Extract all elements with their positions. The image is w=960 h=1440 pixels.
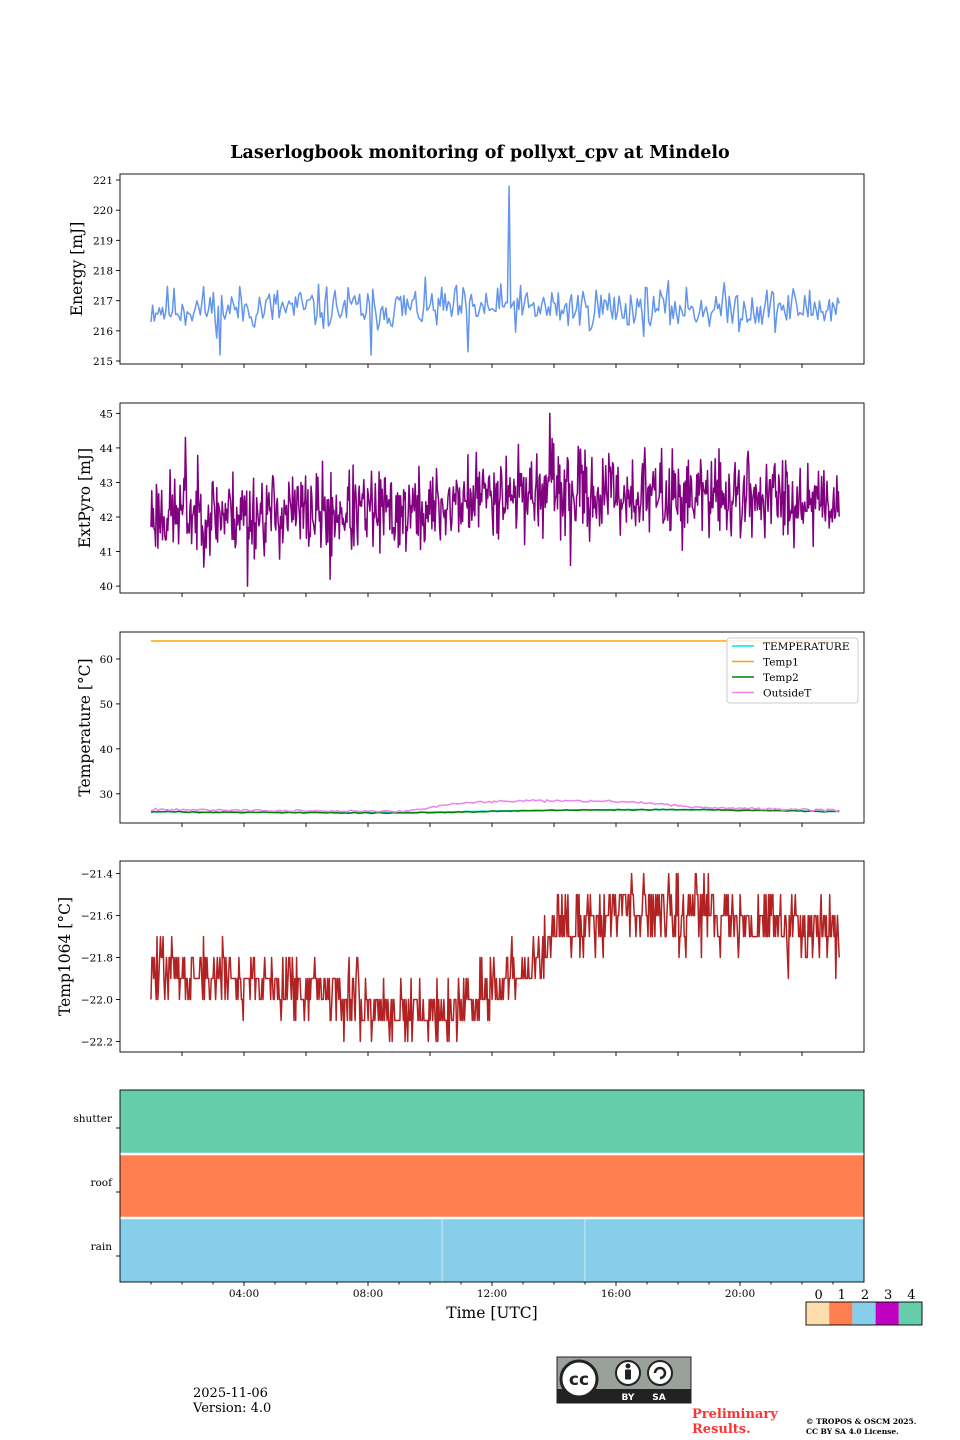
x-axis-label: Time [UTC]: [446, 1304, 537, 1322]
series-line-temp2: [150, 808, 840, 815]
y-tick-label: −22.2: [81, 1037, 113, 1049]
y-tick-label: 217: [93, 296, 113, 308]
legend-label-outsidet: OutsideT: [763, 688, 811, 700]
y-tick-label: 219: [93, 235, 113, 247]
panel-temperature: 30 40 50 60 Temperature [°C] TEMPERATURE Temp1…: [76, 631, 865, 827]
cc-license-badge: cc BY SA: [556, 1356, 692, 1404]
y-tick-label: 215: [93, 356, 113, 368]
svg-text:cc: cc: [569, 1370, 589, 1390]
colorbar-swatch-1: [829, 1302, 853, 1325]
plot-frame: [119, 860, 865, 1053]
x-tick-label: 04:00: [229, 1288, 259, 1300]
colorbar-label-2: 2: [861, 1288, 869, 1303]
y-tick-label: 40: [100, 581, 113, 593]
legend-label-temperature: TEMPERATURE: [763, 641, 850, 653]
colorbar-label-0: 0: [814, 1288, 822, 1303]
cc-by-label: BY: [622, 1393, 635, 1403]
y-tick-label: 45: [100, 408, 113, 420]
y-tick-label: 221: [93, 175, 113, 187]
x-tick-label: 16:00: [601, 1288, 631, 1300]
share-alike-icon: [647, 1360, 673, 1386]
status-row-label-roof: roof: [90, 1177, 113, 1189]
y-tick-label: 60: [100, 654, 113, 666]
y-tick-label: −21.6: [81, 911, 113, 923]
y-tick-label: 41: [100, 547, 113, 559]
copyright-line-2: CC BY SA 4.0 License.: [806, 1427, 899, 1436]
footer-version: Version: 4.0: [192, 1401, 271, 1416]
y-axis-label: ExtPyro [mJ]: [76, 448, 94, 548]
y-tick-label: −21.8: [81, 953, 113, 965]
legend-box: [726, 637, 859, 704]
colorbar-frame: [805, 1301, 923, 1326]
colorbar-swatch-3: [875, 1302, 899, 1325]
y-tick-label: −21.4: [81, 869, 113, 881]
legend-label-temp1: Temp1: [763, 657, 799, 669]
x-tick-label: 12:00: [477, 1288, 507, 1300]
series-line-extpyro: [150, 412, 840, 587]
colorbar-label-1: 1: [838, 1288, 846, 1303]
y-axis-label: Energy [mJ]: [68, 222, 86, 317]
legend-label-temp2: Temp2: [763, 672, 799, 684]
colorbar-label-4: 4: [907, 1288, 915, 1303]
preliminary-line-2: Results.: [692, 1422, 751, 1437]
y-tick-label: 30: [100, 789, 113, 801]
y-tick-label: 42: [100, 512, 113, 524]
preliminary-line-1: Preliminary: [692, 1407, 778, 1422]
status-band-shutter: [120, 1090, 864, 1154]
y-tick-label: 220: [93, 205, 113, 217]
series-line-outsidet: [150, 798, 840, 813]
panel-status: shutter roof rain 04:00 08:00 12:00 16:00 20:00…: [73, 1089, 865, 1322]
panel-energy: 215 216 217 218 219 220 221 Energy [mJ]: [68, 173, 865, 368]
cc-icon: [559, 1359, 599, 1399]
y-tick-label: −22.0: [81, 995, 113, 1007]
y-tick-label: 44: [100, 443, 114, 455]
status-row-label-shutter: shutter: [73, 1113, 113, 1125]
y-tick-label: 43: [100, 477, 113, 489]
panel-extpyro: 40 41 42 43 44 45 ExtPyro [mJ]: [76, 402, 865, 597]
y-axis-label: Temp1064 [°C]: [56, 897, 74, 1016]
cc-sa-label: SA: [652, 1393, 665, 1403]
y-tick-label: 40: [100, 744, 113, 756]
colorbar-swatch-4: [898, 1302, 922, 1325]
plot-frame: [119, 173, 865, 365]
status-band-roof: [120, 1154, 864, 1218]
legend: TEMPERATURE Temp1 Temp2 OutsideT: [726, 637, 859, 704]
colorbar-swatch-2: [852, 1302, 876, 1325]
x-tick-label: 20:00: [725, 1288, 755, 1300]
status-band-rain: [120, 1218, 864, 1282]
y-axis-label: Temperature [°C]: [76, 658, 94, 796]
y-tick-label: 216: [93, 326, 113, 338]
y-tick-label: 50: [100, 699, 113, 711]
series-line-temp1064: [150, 872, 840, 1043]
colorbar-label-3: 3: [884, 1288, 892, 1303]
colorbar-swatch-0: [806, 1302, 830, 1325]
y-tick-label: 218: [93, 266, 113, 278]
x-tick-label: 08:00: [353, 1288, 383, 1300]
panel-temp1064: −22.2 −22.0 −21.8 −21.6 −21.4 Temp1064 [°C]: [56, 860, 865, 1056]
footer-date: 2025-11-06: [193, 1386, 268, 1401]
figure-title: Laserlogbook monitoring of pollyxt_cpv a…: [230, 143, 729, 163]
series-line-energy: [150, 185, 840, 356]
copyright-line-1: © TROPOS & OSCM 2025.: [806, 1417, 916, 1426]
status-row-label-rain: rain: [91, 1241, 113, 1253]
